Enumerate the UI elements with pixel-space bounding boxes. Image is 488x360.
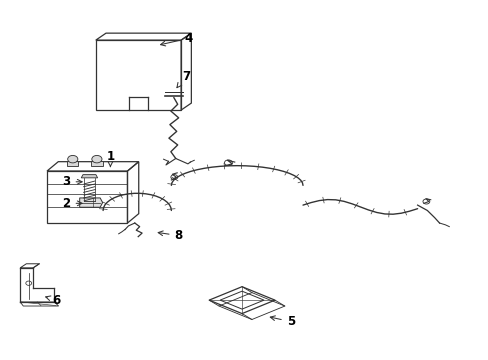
Text: 1: 1 <box>106 150 114 166</box>
Text: 3: 3 <box>62 175 82 188</box>
Polygon shape <box>91 161 102 166</box>
Text: 6: 6 <box>45 294 61 307</box>
Polygon shape <box>81 175 98 178</box>
Text: 8: 8 <box>158 229 183 242</box>
Text: 2: 2 <box>62 197 82 210</box>
Text: 5: 5 <box>270 315 294 328</box>
Circle shape <box>67 156 78 163</box>
Polygon shape <box>80 198 102 207</box>
Text: 7: 7 <box>177 69 190 87</box>
Polygon shape <box>67 161 78 166</box>
Text: 4: 4 <box>160 32 192 46</box>
Circle shape <box>92 156 102 163</box>
